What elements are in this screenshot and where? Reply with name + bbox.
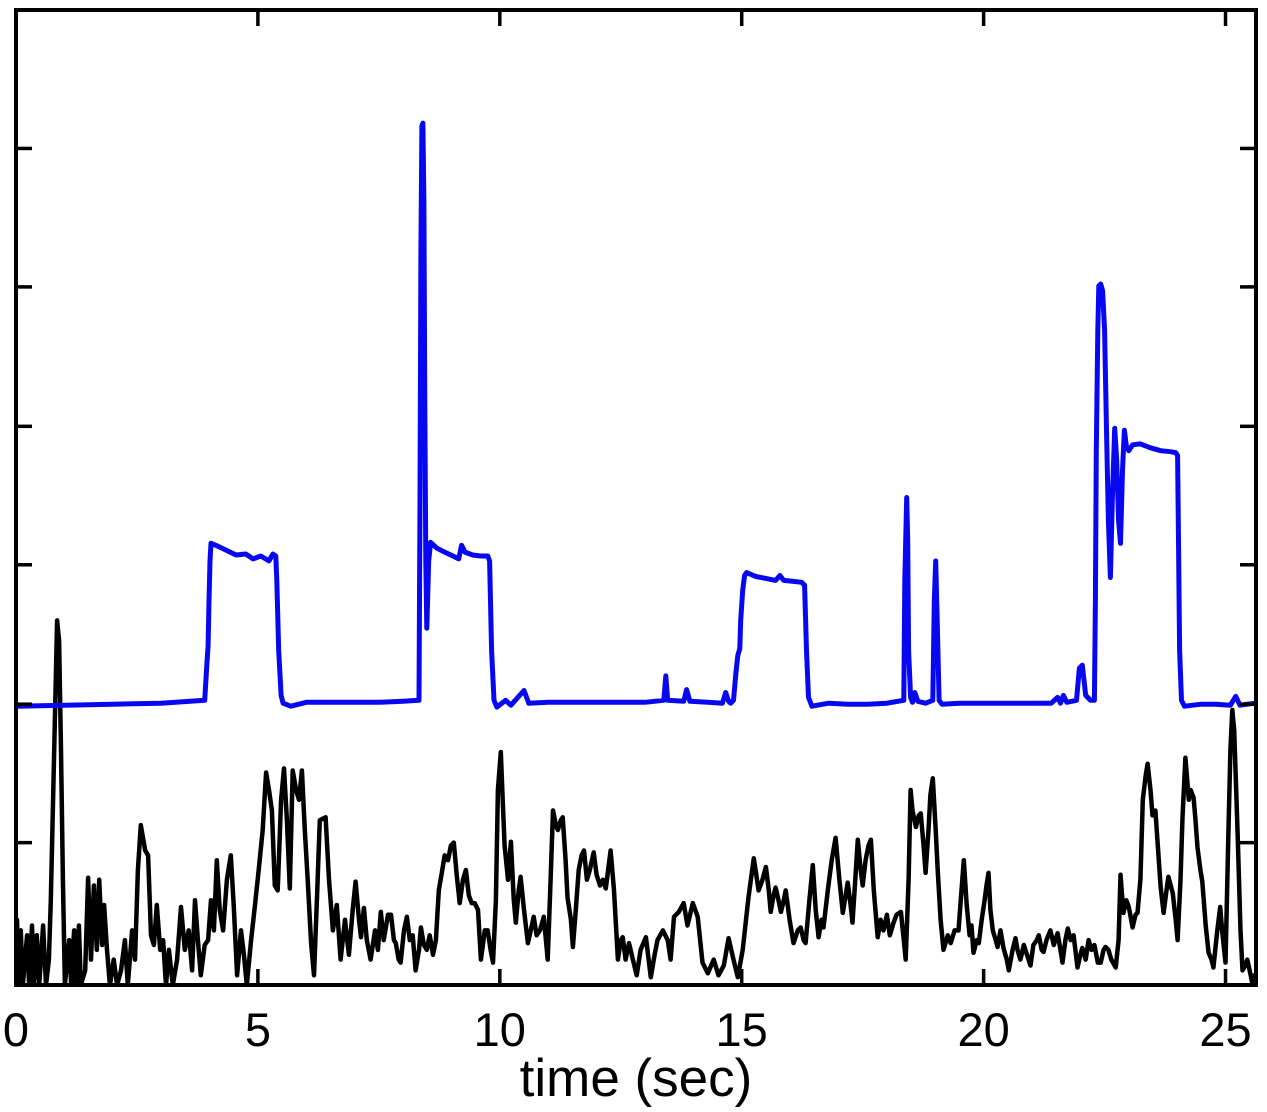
series-layer: [14, 120, 1258, 987]
x-axis-label: time (sec): [520, 1049, 753, 1108]
blue-signal-line: [14, 120, 1258, 710]
x-tick-labels: 0 5 10 15 20 25: [3, 1003, 1252, 1056]
x-tick-label-25: 25: [1199, 1003, 1251, 1056]
x-tick-label-20: 20: [957, 1003, 1009, 1056]
black-signal-line: [14, 618, 1257, 987]
plot-border: [14, 8, 1258, 987]
x-tick-label-0: 0: [3, 1003, 29, 1056]
x-tick-label-10: 10: [474, 1003, 526, 1056]
x-tick-label-15: 15: [716, 1003, 768, 1056]
axis-ticks: [14, 12, 1254, 983]
x-tick-label-5: 5: [245, 1003, 271, 1056]
